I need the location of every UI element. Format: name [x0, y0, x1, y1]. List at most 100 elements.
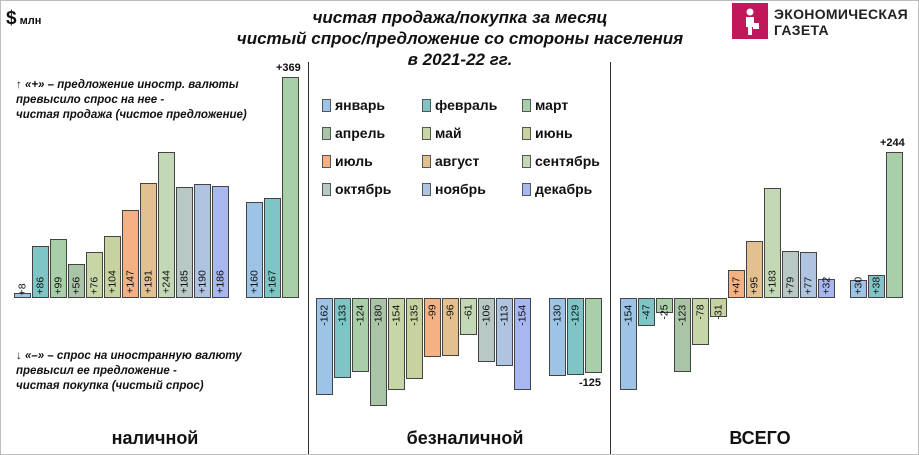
currency-unit-label: $ млн [6, 8, 41, 30]
bar-value-label: -124 [354, 304, 367, 326]
bar-value-label: +191 [142, 270, 155, 295]
section-label-total: ВСЕГО [729, 428, 791, 448]
logo-text-line-1: ЭКОНОМИЧЕСКАЯ [774, 6, 909, 22]
bar-ВСЕГО-2021-май [692, 298, 709, 345]
bar-value-label: -78 [694, 304, 707, 320]
logo-text-line-2: ГАЗЕТА [774, 22, 829, 38]
bar-безналичной-2021-март [352, 298, 369, 373]
bar-value-label: -61 [462, 304, 475, 320]
bar-наличной-2021-август [140, 183, 157, 298]
bar-безналичной-2021-июнь [406, 298, 423, 379]
bar-value-label: +30 [852, 276, 865, 295]
bar-value-label: +369 [276, 61, 301, 74]
bar-value-label: -154 [516, 304, 529, 326]
note-negative-line-3: чистая покупка (чистый спрос) [16, 380, 204, 392]
bar-ВСЕГО-2021-декабрь [818, 278, 835, 298]
legend-swatch [522, 155, 531, 168]
bar-value-label: +86 [34, 276, 47, 295]
bar-value-label: -123 [676, 304, 689, 326]
bar-ВСЕГО-2021-июнь [710, 298, 727, 317]
legend-label: июль [335, 153, 373, 169]
bar-value-label: +79 [784, 276, 797, 295]
bar-наличной-2021-декабрь [212, 186, 229, 298]
bar-value-label: -125 [579, 377, 602, 389]
bar-value-label: +95 [748, 276, 761, 295]
bar-безналичной-2021-декабрь [514, 298, 531, 391]
section-label-noncash: безналичной [406, 428, 524, 448]
section-label-cash: наличной [111, 428, 199, 448]
bar-value-label: -106 [480, 304, 493, 326]
bar-value-label: -31 [712, 304, 725, 320]
bar-value-label: -129 [569, 304, 582, 326]
bar-ВСЕГО-2022-март [886, 151, 903, 298]
legend-swatch [422, 127, 431, 140]
bar-безналичной-2021-сентябрь [460, 298, 477, 335]
legend-swatch [422, 183, 431, 196]
bar-безналичной-2021-февраль [334, 298, 351, 378]
bar-наличной-2022-март [282, 76, 299, 298]
legend-swatch [522, 183, 531, 196]
bar-наличной-2021-февраль [32, 246, 49, 298]
bar-ВСЕГО-2021-февраль [638, 298, 655, 327]
bar-безналичной-2021-май [388, 298, 405, 391]
legend-label: декабрь [535, 181, 593, 197]
chart-title-line-3: в 2021-22 гг. [407, 50, 513, 69]
legend-swatch [322, 127, 331, 140]
bar-value-label: +160 [248, 270, 261, 295]
currency-symbol: $ [6, 8, 17, 29]
bar-наличной-2021-март [50, 238, 67, 298]
bar-value-label: -180 [372, 304, 385, 326]
bar-ВСЕГО-2022-февраль [868, 275, 885, 298]
bar-ВСЕГО-2021-июль [728, 269, 745, 298]
bar-value-label: -25 [658, 304, 671, 320]
bar-безналичной-2021-январь [316, 298, 333, 396]
note-positive-line-1: ↑ «+» – предложение иностр. валюты [16, 79, 239, 91]
note-negative-line-2: превысил ее предложение - [16, 365, 177, 377]
bar-value-label: +186 [214, 270, 227, 295]
bar-value-label: +77 [802, 276, 815, 295]
section-divider-2 [610, 62, 611, 454]
bar-value-label: -96 [444, 304, 457, 320]
bar-безналичной-2021-апрель [370, 298, 387, 406]
legend-label: октябрь [335, 181, 392, 197]
legend-label: март [535, 97, 569, 113]
bar-value-label: -130 [551, 304, 564, 326]
bar-наличной-2021-сентябрь [158, 151, 175, 298]
bar-value-label: -47 [640, 304, 653, 320]
legend-swatch [322, 183, 331, 196]
brand-logo: ЭКОНОМИЧЕСКАЯ ГАЗЕТА [732, 3, 914, 39]
note-positive: ↑ «+» – предложение иностр. валюты превы… [16, 78, 296, 123]
legend-label: август [435, 153, 480, 169]
legend-label: май [435, 125, 462, 141]
bar-value-label: +167 [266, 270, 279, 295]
bar-ВСЕГО-2021-ноябрь [800, 251, 817, 298]
chart-title-line-2: чистый спрос/предложение со стороны насе… [236, 29, 684, 48]
bar-value-label: +32 [820, 276, 833, 295]
bar-value-label: +56 [70, 276, 83, 295]
note-positive-line-3: чистая продажа (чистое предложение) [16, 109, 247, 121]
bar-наличной-2021-июль [122, 209, 139, 298]
bar-ВСЕГО-2021-апрель [674, 298, 691, 372]
bar-value-label: +244 [880, 136, 905, 149]
legend-swatch [322, 155, 331, 168]
legend-label: февраль [435, 97, 498, 113]
bar-наличной-2021-октябрь [176, 187, 193, 298]
legend-swatch [322, 99, 331, 112]
bar-безналичной-2021-июль [424, 298, 441, 358]
bar-value-label: +183 [766, 270, 779, 295]
legend-swatch [522, 99, 531, 112]
bar-value-label: -135 [408, 304, 421, 326]
chart-title-line-1: чистая продажа/покупка за месяц [312, 8, 608, 27]
note-negative-line-1: ↓ «–» – спрос на иностранную валюту [16, 350, 242, 362]
bar-наличной-2021-июнь [104, 235, 121, 298]
logo-badge-icon [732, 3, 768, 39]
bar-безналичной-2022-март [585, 298, 602, 373]
bar-ВСЕГО-2021-август [746, 241, 763, 298]
currency-unit: млн [19, 15, 42, 27]
bar-value-label: +104 [106, 270, 119, 295]
bar-безналичной-2022-февраль [567, 298, 584, 376]
note-positive-line-2: превысило спрос на нее - [16, 94, 165, 106]
legend-swatch [422, 155, 431, 168]
bar-наличной-2021-апрель [68, 264, 85, 298]
bar-ВСЕГО-2022-январь [850, 280, 867, 298]
